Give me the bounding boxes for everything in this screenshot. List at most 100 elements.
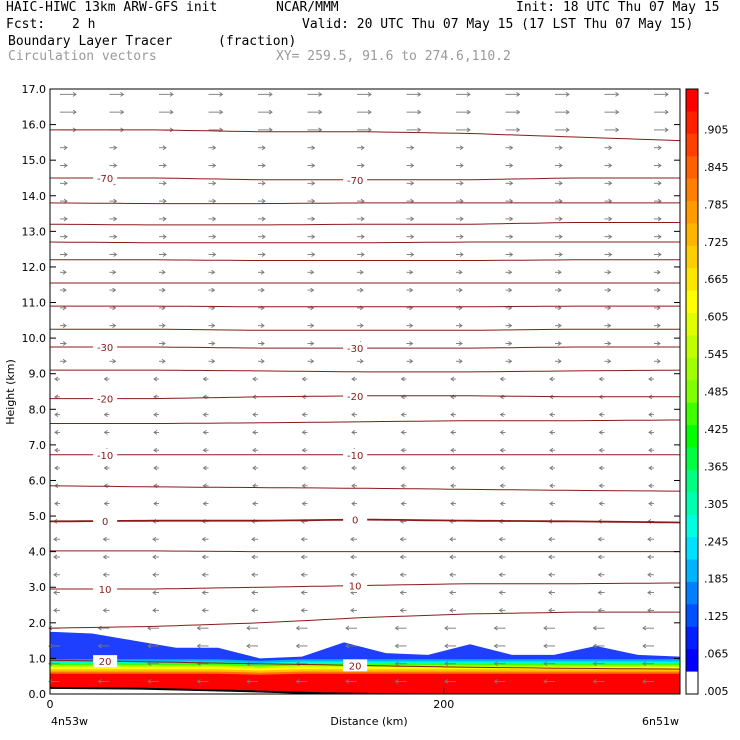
circulation-vector-head [548, 536, 553, 542]
circulation-vector-head [598, 430, 603, 435]
circulation-vector-head [202, 501, 207, 506]
circulation-vector-head [459, 234, 464, 240]
circulation-vector-head [409, 358, 414, 364]
circulation-vector-head [161, 269, 166, 275]
temperature-contour [50, 419, 680, 424]
circulation-vector-head [53, 536, 58, 542]
circulation-vector-head [664, 109, 669, 115]
circulation-vector-head [399, 554, 404, 560]
circulation-vector-head [450, 376, 455, 382]
contour-label: -10 [97, 451, 113, 462]
circulation-vector-head [409, 287, 414, 293]
circulation-vector-head [509, 234, 514, 240]
circulation-vector-head [417, 127, 422, 133]
colorbar-swatch [686, 133, 698, 157]
circulation-vector-head [444, 625, 449, 631]
colorbar-label: .785 [704, 198, 729, 211]
circulation-vector-head [201, 572, 206, 578]
circulation-vector-head [196, 643, 201, 649]
circulation-vector-head [359, 269, 364, 275]
circulation-vector-head [499, 376, 504, 382]
circulation-vector-head [153, 412, 158, 418]
circulation-vector-head [202, 412, 207, 418]
circulation-vector-head [63, 145, 68, 151]
circulation-vector-head [153, 465, 158, 471]
circulation-vector-head [63, 252, 68, 257]
colorbar-swatch [686, 313, 698, 336]
contour-label-bg [343, 579, 368, 592]
circulation-vector-head [565, 109, 570, 115]
contour-label-bg [343, 659, 368, 672]
circulation-vector-head [598, 412, 603, 418]
circulation-vector-head [647, 554, 652, 560]
y-tick-label: 1.0 [29, 652, 47, 665]
colorbar-label: .425 [704, 423, 729, 436]
circulation-vector-head [345, 643, 350, 649]
colorbar-swatch [686, 492, 698, 516]
circulation-vector-head [394, 679, 399, 684]
circulation-vector-head [201, 536, 206, 542]
circulation-vector-head [310, 358, 315, 364]
temperature-contour [49, 485, 680, 492]
contour-label-bg [343, 342, 368, 355]
circulation-vector-head [450, 447, 455, 453]
circulation-vector-head [246, 643, 251, 649]
circulation-vector-head [152, 590, 157, 595]
circulation-vector-head [499, 447, 504, 453]
colorbar-label: .485 [704, 386, 729, 399]
temperature-contour [50, 259, 680, 261]
circulation-vector-head [310, 323, 315, 329]
circulation-vector-head [409, 341, 414, 346]
circulation-vector-head [647, 590, 652, 595]
temperature-contour [50, 328, 680, 331]
circulation-vector-head [162, 180, 167, 186]
circulation-vector-head [657, 216, 662, 222]
circulation-vector-head [113, 145, 118, 151]
circulation-vector-head [549, 412, 554, 418]
circulation-vector-head [295, 661, 300, 667]
temperature-contour [49, 241, 680, 244]
temperature-contour [49, 202, 680, 205]
circulation-vector-head [458, 341, 463, 346]
colorbar-label: .845 [704, 161, 729, 174]
circulation-vector-head [417, 91, 422, 97]
circulation-vector-head [394, 661, 399, 667]
circulation-vector-head [212, 180, 217, 186]
circulation-vector-head [657, 145, 662, 151]
colorbar-swatch [686, 156, 698, 180]
circulation-vector-head [63, 180, 68, 186]
temperature-contour [49, 611, 680, 629]
circulation-vector-head [656, 341, 661, 346]
circulation-vector-head [509, 163, 514, 168]
colorbar-swatch [686, 604, 698, 628]
colorbar-swatch [686, 402, 698, 426]
colorbar-swatch [686, 380, 698, 404]
circulation-vector-head [161, 323, 166, 329]
circulation-vector-head [97, 625, 102, 631]
vector-field-name: Circulation vectors [8, 49, 157, 64]
circulation-vector-head [62, 341, 67, 346]
circulation-vector-head [509, 145, 514, 151]
circulation-vector-head [201, 554, 206, 560]
circulation-vector-head [311, 252, 316, 257]
y-tick-label: 12.0 [22, 261, 47, 274]
circulation-vector-head [648, 501, 653, 506]
colorbar-label: .125 [704, 610, 729, 623]
circulation-vector-head [598, 465, 603, 471]
circulation-vector-head [449, 590, 454, 595]
circulation-vector-head [261, 163, 266, 168]
circulation-vector-head [449, 554, 454, 560]
circulation-vector-head [499, 430, 504, 435]
circulation-vector-head [103, 376, 108, 382]
circulation-vector-head [261, 145, 266, 151]
circulation-vector-head [400, 412, 405, 418]
temperature-contour [50, 305, 680, 308]
circulation-vector-head [63, 234, 68, 240]
circulation-vector-head [153, 447, 158, 453]
circulation-vector-head [152, 536, 157, 542]
circulation-vector-head [597, 572, 602, 578]
circulation-vector-head [311, 234, 316, 240]
circulation-vector-head [162, 198, 167, 204]
contour-label: 0 [352, 516, 358, 527]
circulation-vector-head [450, 412, 455, 418]
